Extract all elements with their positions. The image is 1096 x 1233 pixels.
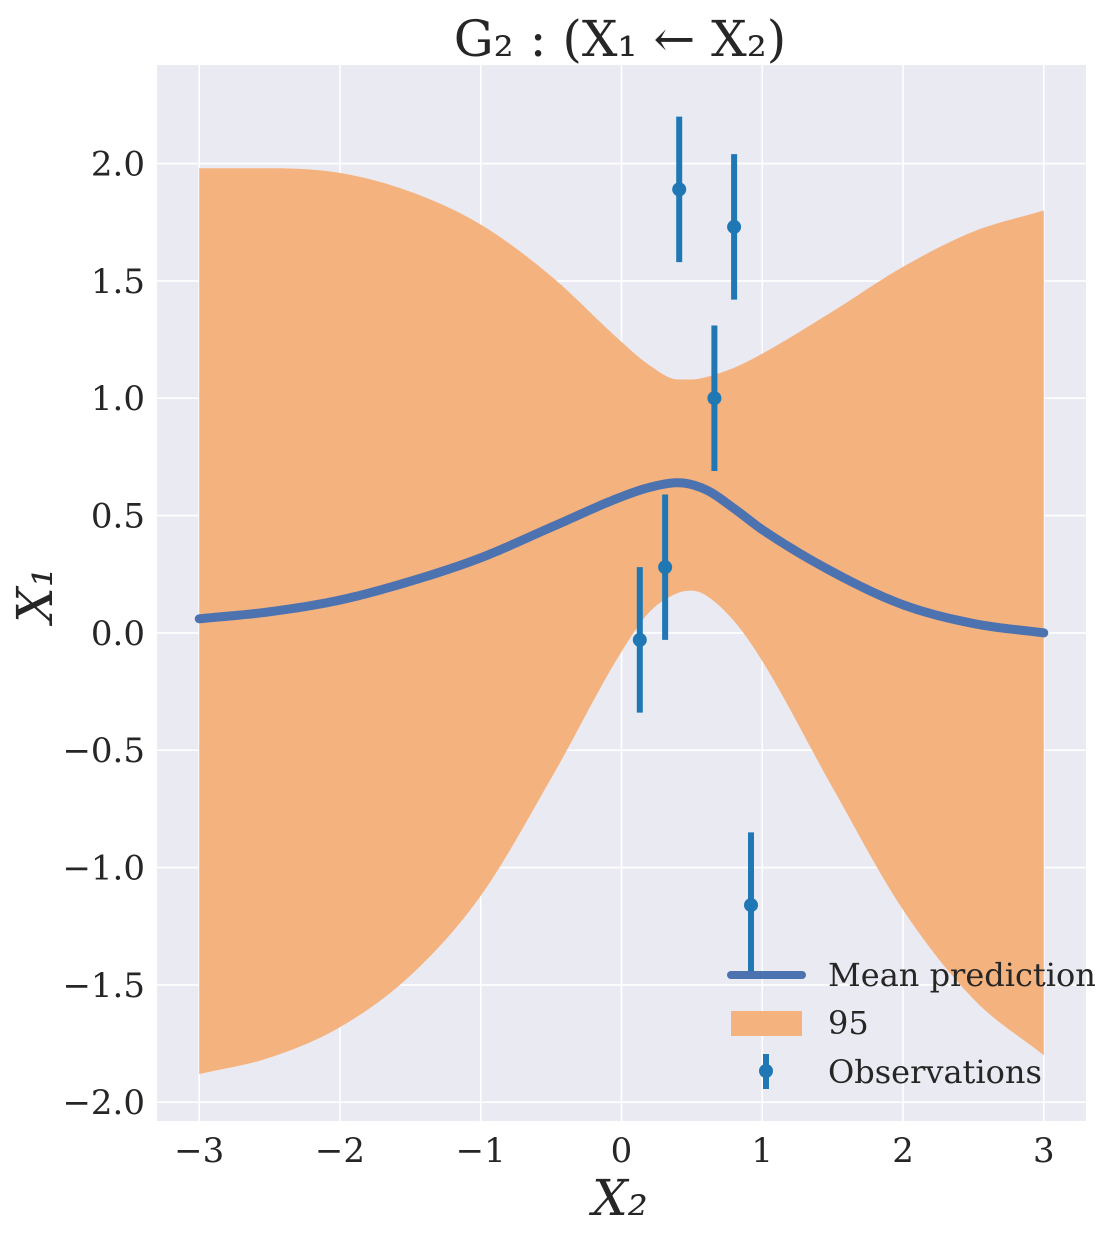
y-tick-label: 0.5	[91, 497, 145, 537]
x-tick-label: −3	[174, 1131, 224, 1171]
y-axis-label: X₁	[6, 567, 64, 627]
tick-labels: −3 −2 −1 0 1 2 3 −2.0 −1.5 −1.0 −0.5 0.0 0.5 1.0 1.5 2.…	[62, 145, 1054, 1171]
mean-prediction-line	[194, 478, 1049, 638]
legend: Mean prediction 95 Observations	[727, 956, 1096, 1091]
observation-point	[743, 898, 758, 913]
legend-label-obs: Observations	[828, 1053, 1042, 1091]
x-tick-label: 1	[751, 1131, 773, 1171]
y-tick-label: −0.5	[62, 731, 145, 771]
observation-point	[727, 219, 742, 234]
y-tick-label: 0.0	[91, 614, 145, 654]
observation-point	[707, 391, 722, 406]
legend-label-band: 95	[828, 1004, 869, 1042]
x-tick-label: −2	[315, 1131, 365, 1171]
confidence-band	[199, 168, 1044, 1075]
y-tick-label: −2.0	[62, 1083, 145, 1123]
observation-point	[632, 632, 647, 647]
x-tick-label: 2	[892, 1131, 914, 1171]
x-axis-label: X₂	[588, 1169, 648, 1227]
legend-label-mean: Mean prediction	[828, 956, 1096, 994]
legend-swatch-band	[731, 1011, 802, 1036]
x-tick-label: 0	[611, 1131, 633, 1171]
observations	[632, 116, 758, 978]
y-tick-label: 1.0	[91, 379, 145, 419]
chart-title: G₂ : (X₁ ← X₂)	[454, 10, 787, 68]
observation-point	[658, 560, 673, 575]
legend-swatch-obs-dot	[759, 1064, 773, 1078]
y-tick-label: −1.5	[62, 966, 145, 1006]
confidence-band-area	[199, 168, 1044, 1075]
y-tick-label: −1.0	[62, 849, 145, 889]
x-tick-label: 3	[1033, 1131, 1055, 1171]
y-tick-label: 1.5	[91, 262, 145, 302]
y-tick-label: 2.0	[91, 145, 145, 185]
observation-point	[672, 182, 687, 197]
x-tick-label: −1	[456, 1131, 506, 1171]
mean-prediction-path	[194, 478, 1049, 638]
